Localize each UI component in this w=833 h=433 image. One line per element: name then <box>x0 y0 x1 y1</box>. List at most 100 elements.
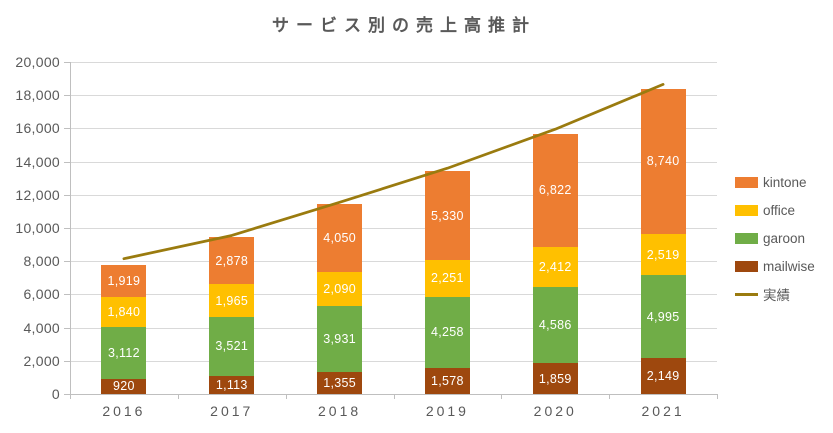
legend-label: office <box>763 202 796 218</box>
bar-segment-mailwise-2016[interactable]: 920 <box>101 378 147 394</box>
x-axis-tick <box>501 394 503 399</box>
y-axis-tick <box>64 294 70 296</box>
bar-value-label: 1,578 <box>431 373 464 388</box>
bar-segment-kintone-2021[interactable]: 8,740 <box>640 88 686 234</box>
bar-segment-mailwise-2021[interactable]: 2,149 <box>640 358 686 394</box>
y-axis-tick <box>64 194 70 196</box>
bar-segment-kintone-2019[interactable]: 5,330 <box>424 171 470 260</box>
gridline <box>70 228 717 229</box>
bar-value-label: 1,919 <box>107 273 141 288</box>
y-axis-tick <box>64 62 70 63</box>
x-axis-tick <box>609 394 611 399</box>
bar-value-label: 920 <box>113 379 135 394</box>
chart-title: サービス別の売上高推計 <box>272 16 536 35</box>
legend-label: garoon <box>763 230 806 246</box>
legend-label: kintone <box>763 174 807 190</box>
bar-segment-office-2017[interactable]: 1,965 <box>209 284 255 318</box>
legend-item-kintone[interactable]: kintone <box>735 173 815 191</box>
bar-segment-office-2020[interactable]: 2,412 <box>532 246 578 287</box>
y-axis-tick <box>64 360 70 362</box>
bar-value-label: 2,519 <box>646 247 680 262</box>
actual-line[interactable] <box>122 83 665 261</box>
x-axis-line <box>64 394 717 395</box>
y-axis-line <box>70 62 71 394</box>
y-axis-label: 10,000 <box>15 220 60 236</box>
bar-value-label: 4,258 <box>431 325 464 340</box>
bar-segment-garoon-2020[interactable]: 4,586 <box>532 287 578 364</box>
x-axis-tick <box>717 394 718 399</box>
y-axis-label: 8,000 <box>23 253 60 270</box>
bar-segment-garoon-2021[interactable]: 4,995 <box>640 275 686 359</box>
x-axis-label-2018: 2018 <box>318 403 362 419</box>
bar-value-label: 4,586 <box>538 318 572 333</box>
bar-segment-garoon-2018[interactable]: 3,931 <box>317 306 363 372</box>
bar-value-label: 6,822 <box>538 183 572 198</box>
gridline <box>70 360 717 362</box>
bar-segment-mailwise-2018[interactable]: 1,355 <box>317 371 363 394</box>
bar-value-label: 3,521 <box>215 339 249 354</box>
bar-segment-office-2019[interactable]: 2,251 <box>424 259 470 298</box>
bar-value-label: 2,412 <box>538 259 572 274</box>
legend-swatch <box>735 232 758 244</box>
y-axis-tick <box>64 228 70 229</box>
y-axis-label: 0 <box>51 386 60 402</box>
legend-item-office[interactable]: office <box>735 201 815 219</box>
bar-value-label: 5,330 <box>431 208 464 223</box>
legend-item-garoon[interactable]: garoon <box>735 229 815 247</box>
gridline <box>70 194 717 196</box>
bar-segment-office-2016[interactable]: 1,840 <box>101 296 147 328</box>
x-axis-label-2017: 2017 <box>210 403 254 419</box>
x-axis-tick <box>177 394 179 399</box>
legend-swatch <box>735 260 758 272</box>
bar-segment-kintone-2020[interactable]: 6,822 <box>532 133 578 247</box>
gridline <box>70 62 717 63</box>
legend-label: 実績 <box>763 288 790 303</box>
legend-swatch <box>735 292 758 296</box>
bar-value-label: 1,113 <box>215 377 248 392</box>
y-axis-tick <box>64 128 70 130</box>
bar-segment-garoon-2017[interactable]: 3,521 <box>209 317 255 376</box>
legend-label: mailwise <box>763 258 815 274</box>
y-axis-tick <box>64 261 70 263</box>
gridline <box>70 261 717 263</box>
bar-value-label: 1,859 <box>538 371 572 386</box>
x-axis-tick <box>70 394 71 399</box>
y-axis-label: 4,000 <box>23 319 60 336</box>
bar-value-label: 3,112 <box>107 345 140 360</box>
x-axis-tick <box>285 394 287 399</box>
bar-segment-mailwise-2020[interactable]: 1,859 <box>532 363 578 394</box>
y-axis-tick <box>64 95 70 97</box>
bar-value-label: 3,931 <box>323 331 356 346</box>
bar-value-label: 2,149 <box>646 369 680 384</box>
y-axis-tick <box>64 327 70 329</box>
x-axis-label-2016: 2016 <box>102 403 146 419</box>
chart-legend: kintone office garoon mailwise 実績 <box>735 173 815 303</box>
bar-value-label: 2,251 <box>431 271 464 286</box>
legend-item-mailwise[interactable]: mailwise <box>735 257 815 275</box>
gridline <box>70 327 717 329</box>
gridline <box>70 161 717 163</box>
bar-segment-mailwise-2017[interactable]: 1,113 <box>209 375 255 394</box>
bar-segment-garoon-2016[interactable]: 3,112 <box>101 327 147 379</box>
y-axis-label: 2,000 <box>23 352 60 369</box>
legend-swatch <box>735 204 758 216</box>
bar-value-label: 2,878 <box>215 253 249 268</box>
bar-segment-office-2021[interactable]: 2,519 <box>640 233 686 276</box>
y-axis-tick <box>64 161 70 163</box>
bar-segment-kintone-2018[interactable]: 4,050 <box>317 204 363 272</box>
gridline <box>70 294 717 296</box>
x-axis-label-2019: 2019 <box>425 403 469 419</box>
legend-item-実績[interactable]: 実績 <box>735 285 815 303</box>
bar-segment-kintone-2016[interactable]: 1,919 <box>101 264 147 297</box>
bar-segment-garoon-2019[interactable]: 4,258 <box>424 297 470 368</box>
y-axis-label: 18,000 <box>15 87 60 104</box>
actual-line-layer <box>122 83 665 261</box>
bar-segment-mailwise-2019[interactable]: 1,578 <box>424 367 470 394</box>
y-axis-label: 20,000 <box>15 54 60 70</box>
bar-segment-kintone-2017[interactable]: 2,878 <box>209 236 255 285</box>
bar-segment-office-2018[interactable]: 2,090 <box>317 271 363 307</box>
y-axis-label: 14,000 <box>15 153 60 170</box>
bar-value-label: 1,965 <box>215 293 249 308</box>
gridline <box>70 128 717 130</box>
